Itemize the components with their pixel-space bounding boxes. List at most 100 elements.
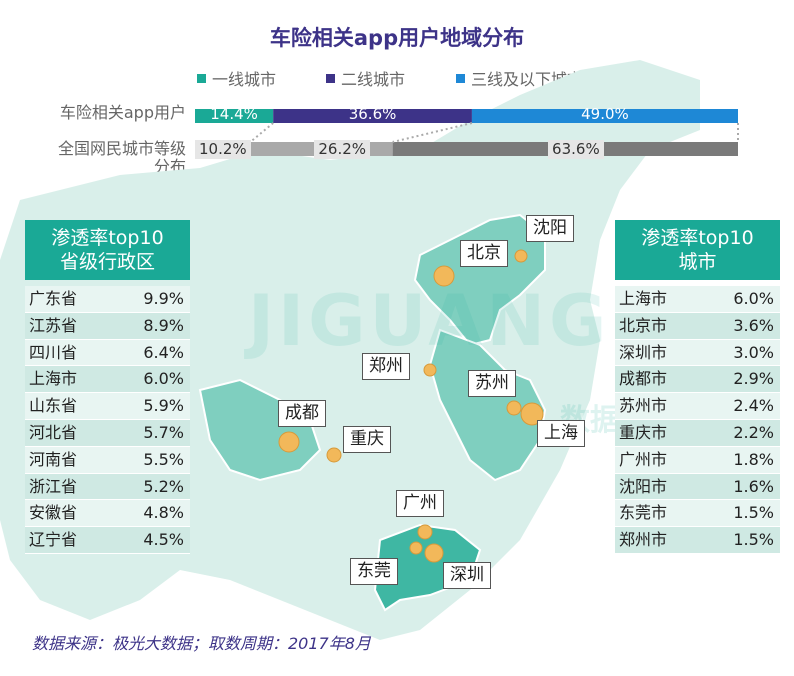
- table-row: 江苏省 8.9%: [25, 312, 190, 340]
- table-row: 成都市 2.9%: [615, 366, 780, 394]
- row-name: 山东省: [29, 396, 78, 416]
- table-row: 沈阳市 1.6%: [615, 473, 780, 501]
- table-row: 辽宁省 4.5%: [25, 527, 190, 554]
- row-label-app-users: 车险相关app用户: [59, 103, 186, 122]
- table-row: 山东省 5.9%: [25, 393, 190, 420]
- province-panel-title-2: 省级行政区: [59, 251, 155, 273]
- row-name: 北京市: [619, 315, 668, 335]
- row-value: 3.0%: [733, 342, 774, 362]
- table-row: 郑州市 1.5%: [615, 527, 780, 554]
- value-label-app-tier3: 49.0%: [581, 105, 629, 123]
- map-north-region: [413, 213, 546, 347]
- map-label-shenzhen: 深圳: [443, 562, 491, 589]
- map-label-beijing: 北京: [460, 240, 508, 267]
- map-label-suzhou: 苏州: [468, 370, 516, 397]
- legend-label-tier2: 二线城市: [341, 70, 406, 89]
- row-value: 1.5%: [733, 503, 774, 523]
- row-value: 5.2%: [143, 476, 184, 496]
- province-panel-title-1: 渗透率top10: [51, 227, 164, 249]
- row-name: 广州市: [619, 449, 668, 469]
- row-value: 5.5%: [143, 449, 184, 469]
- connector-line-tier2: [392, 122, 473, 143]
- row-name: 苏州市: [619, 396, 668, 416]
- province-table: 广东省 9.9% 江苏省 8.9% 四川省 6.4% 上海市 6.0% 山东省 5.9% 河北省 5.…: [25, 286, 190, 554]
- row-value: 6.4%: [143, 342, 184, 362]
- row-name: 四川省: [29, 342, 78, 362]
- row-name: 郑州市: [619, 530, 668, 550]
- map-label-zhengzhou: 郑州: [362, 353, 410, 380]
- row-value: 2.4%: [733, 396, 774, 416]
- row-value: 9.9%: [143, 289, 184, 308]
- row-name: 上海市: [619, 289, 668, 308]
- table-row: 苏州市 2.4%: [615, 393, 780, 420]
- row-name: 东莞市: [619, 503, 668, 523]
- map-label-guangzhou: 广州: [396, 490, 444, 517]
- value-label-netizen-tier1: 10.2%: [195, 140, 251, 159]
- row-value: 1.5%: [733, 530, 774, 550]
- province-panel-header: 渗透率top10 省级行政区: [25, 220, 190, 280]
- table-row: 河北省 5.7%: [25, 419, 190, 447]
- bars-app-users: [195, 109, 738, 123]
- bar-app-tier2: [273, 109, 472, 123]
- row-value: 1.6%: [733, 476, 774, 496]
- row-value: 6.0%: [143, 369, 184, 389]
- row-value: 5.9%: [143, 396, 184, 416]
- row-value: 1.8%: [733, 449, 774, 469]
- value-label-app-tier2: 36.6%: [348, 105, 397, 123]
- legend-item-tier2: 二线城市: [326, 66, 405, 90]
- source-note: 数据来源：极光大数据；取数周期：2017年8月: [32, 634, 371, 653]
- bar-app-tier1: [195, 109, 274, 123]
- row-label-netizens-line1: 全国网民城市等级: [57, 139, 186, 158]
- marker-suzhou: [506, 400, 522, 416]
- marker-shenzhen: [424, 543, 444, 563]
- city-panel-title-2: 城市: [678, 251, 717, 273]
- row-name: 浙江省: [29, 476, 78, 496]
- legend-swatch-tier2: [326, 73, 335, 83]
- marker-beijing: [433, 265, 455, 287]
- table-row: 东莞市 1.5%: [615, 500, 780, 528]
- row-name: 江苏省: [29, 315, 78, 335]
- legend-label-tier1: 一线城市: [212, 70, 277, 89]
- bars-netizens: [195, 142, 738, 156]
- marker-chongqing: [326, 447, 342, 463]
- city-table: 上海市 6.0% 北京市 3.6% 深圳市 3.0% 成都市 2.9% 苏州市 2.4% 重庆市 2.…: [615, 286, 780, 554]
- marker-guangzhou: [417, 524, 433, 540]
- table-row: 四川省 6.4%: [25, 339, 190, 367]
- row-name: 安徽省: [29, 503, 78, 523]
- row-value: 2.2%: [733, 422, 774, 442]
- marker-chengdu: [278, 431, 300, 453]
- table-row: 安徽省 4.8%: [25, 500, 190, 528]
- map-sichuan: [198, 378, 322, 482]
- table-row: 上海市 6.0%: [615, 286, 780, 313]
- city-panel-header: 渗透率top10 城市: [615, 220, 780, 280]
- map-label-shanghai: 上海: [537, 420, 585, 447]
- row-name: 河北省: [29, 422, 78, 442]
- legend-item-tier1: 一线城市: [197, 66, 276, 90]
- marker-shenyang: [514, 249, 528, 263]
- row-value: 8.9%: [143, 315, 184, 335]
- watermark-logo-text: JIGUANG: [248, 280, 611, 362]
- row-value: 6.0%: [733, 289, 774, 308]
- table-row: 浙江省 5.2%: [25, 473, 190, 501]
- marker-shanghai: [520, 402, 544, 426]
- row-name: 沈阳市: [619, 476, 668, 496]
- table-row: 重庆市 2.2%: [615, 419, 780, 447]
- marker-zhengzhou: [423, 363, 437, 377]
- map-label-chongqing: 重庆: [343, 426, 391, 453]
- row-name: 重庆市: [619, 422, 668, 442]
- table-row: 河南省 5.5%: [25, 446, 190, 474]
- table-row: 深圳市 3.0%: [615, 339, 780, 367]
- row-value: 3.6%: [733, 315, 774, 335]
- row-value: 4.5%: [143, 530, 184, 550]
- row-name: 辽宁省: [29, 530, 78, 550]
- row-value: 5.7%: [143, 422, 184, 442]
- map-label-chengdu: 成都: [278, 400, 326, 427]
- row-name: 深圳市: [619, 342, 668, 362]
- map-label-shenyang: 沈阳: [526, 215, 574, 242]
- table-row: 上海市 6.0%: [25, 366, 190, 394]
- row-name: 河南省: [29, 449, 78, 469]
- connector-line-tier1: [249, 122, 274, 143]
- table-row: 广东省 9.9%: [25, 286, 190, 313]
- legend-swatch-tier3: [456, 73, 465, 83]
- table-row: 北京市 3.6%: [615, 312, 780, 340]
